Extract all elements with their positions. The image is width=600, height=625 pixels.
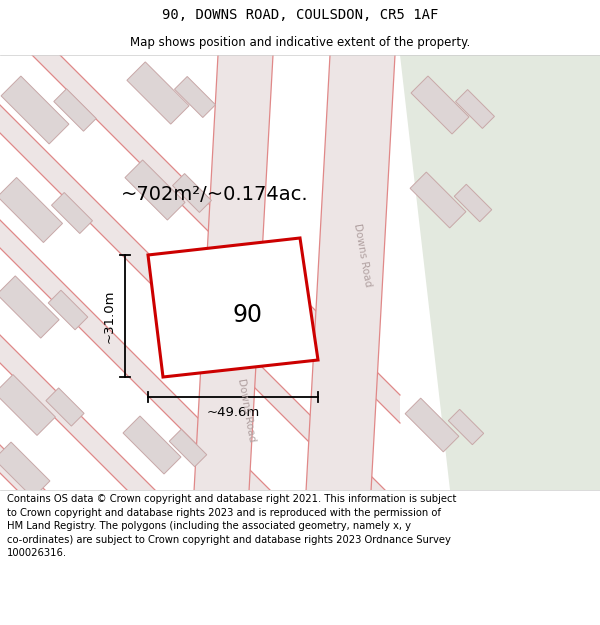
Polygon shape — [306, 55, 395, 490]
Polygon shape — [400, 55, 600, 490]
Text: Downs Road: Downs Road — [236, 378, 257, 442]
Polygon shape — [52, 192, 92, 234]
Polygon shape — [405, 398, 459, 452]
Polygon shape — [169, 429, 207, 467]
Polygon shape — [448, 409, 484, 444]
Polygon shape — [173, 174, 211, 213]
Polygon shape — [148, 238, 318, 377]
Polygon shape — [0, 442, 50, 498]
Polygon shape — [455, 89, 494, 129]
Polygon shape — [0, 105, 400, 533]
Polygon shape — [194, 55, 273, 490]
Polygon shape — [0, 0, 400, 423]
Text: Contains OS data © Crown copyright and database right 2021. This information is : Contains OS data © Crown copyright and d… — [7, 494, 457, 559]
Polygon shape — [127, 62, 189, 124]
Text: ~31.0m: ~31.0m — [103, 289, 115, 342]
Polygon shape — [0, 276, 59, 338]
Text: ~49.6m: ~49.6m — [206, 406, 260, 419]
Polygon shape — [46, 388, 84, 426]
Polygon shape — [410, 172, 466, 228]
Polygon shape — [0, 445, 400, 625]
Polygon shape — [175, 76, 215, 118]
Polygon shape — [0, 220, 400, 625]
Text: 90: 90 — [232, 304, 262, 328]
Polygon shape — [0, 335, 400, 625]
Polygon shape — [48, 290, 88, 330]
Polygon shape — [125, 160, 185, 220]
Polygon shape — [411, 76, 469, 134]
Polygon shape — [454, 184, 492, 222]
Polygon shape — [0, 374, 55, 436]
Text: Downs Road: Downs Road — [352, 222, 374, 288]
Polygon shape — [123, 416, 181, 474]
Text: 90, DOWNS ROAD, COULSDON, CR5 1AF: 90, DOWNS ROAD, COULSDON, CR5 1AF — [162, 8, 438, 22]
Polygon shape — [0, 177, 62, 242]
Polygon shape — [54, 89, 96, 131]
Polygon shape — [1, 76, 69, 144]
Text: ~702m²/~0.174ac.: ~702m²/~0.174ac. — [121, 186, 309, 204]
Text: Map shows position and indicative extent of the property.: Map shows position and indicative extent… — [130, 36, 470, 49]
